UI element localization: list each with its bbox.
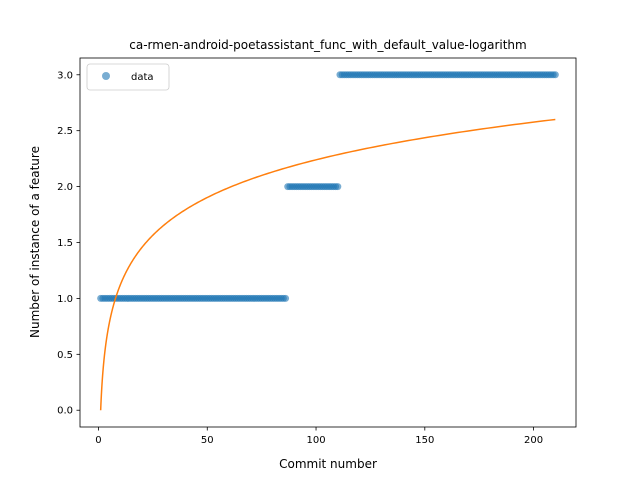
y-tick-label: 0.5	[57, 350, 73, 361]
x-axis: 0 50 100 150 200	[95, 427, 543, 446]
y-tick-label: 3.0	[57, 70, 73, 81]
x-tick-label: 50	[201, 435, 214, 446]
x-axis-label: Commit number	[279, 457, 377, 471]
y-axis: 0.0 0.5 1.0 1.5 2.0 2.5 3.0	[57, 70, 80, 417]
x-tick-label: 150	[415, 435, 434, 446]
y-tick-label: 1.5	[57, 238, 73, 249]
data-point	[334, 183, 342, 191]
y-axis-label: Number of instance of a feature	[28, 146, 42, 338]
y-tick-label: 1.0	[57, 294, 73, 305]
legend-label: data	[131, 72, 154, 83]
y-tick-label: 2.5	[57, 126, 73, 137]
x-tick-label: 0	[95, 435, 101, 446]
legend: data	[86, 63, 170, 91]
legend-marker	[102, 72, 110, 80]
x-tick-label: 100	[306, 435, 325, 446]
chart-title: ca-rmen-android-poetassistant_func_with_…	[129, 38, 526, 52]
y-tick-label: 2.0	[57, 182, 73, 193]
plot-area	[97, 71, 559, 411]
fit-line	[99, 118, 556, 411]
data-point	[282, 294, 290, 302]
x-tick-label: 200	[524, 435, 543, 446]
legend-box	[86, 63, 170, 91]
data-point	[551, 71, 559, 79]
y-tick-label: 0.0	[57, 406, 73, 417]
